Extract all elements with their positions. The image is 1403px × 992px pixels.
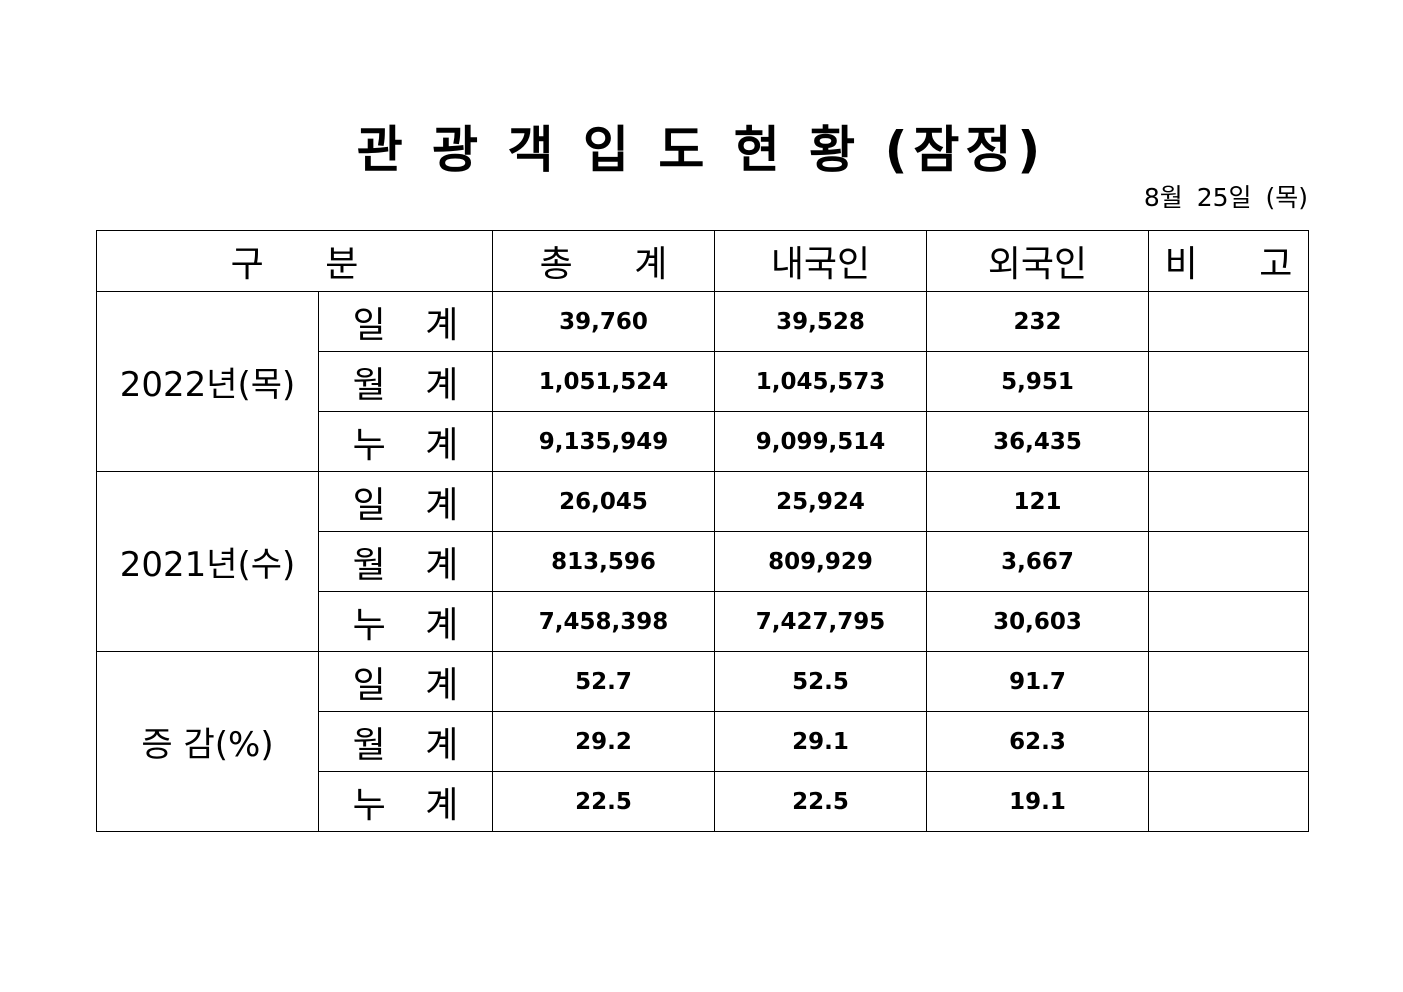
value-cell: 29.1 — [714, 711, 927, 772]
table-row: 누 계 7,458,398 7,427,795 30,603 — [97, 591, 1309, 652]
value-cell: 232 — [926, 291, 1149, 352]
value-cell: 25,924 — [714, 471, 927, 532]
note-cell — [1148, 531, 1309, 592]
note-cell — [1148, 351, 1309, 412]
table-row: 2021년(수) 일 계 26,045 25,924 121 — [96, 471, 1309, 652]
note-cell — [1148, 711, 1309, 772]
note-cell — [1148, 471, 1309, 532]
table-row: 누 계 22.5 22.5 19.1 — [97, 771, 1309, 832]
row-label: 일 계 — [318, 651, 493, 712]
column-header: 내국인 — [714, 230, 927, 292]
value-cell: 1,045,573 — [714, 351, 927, 412]
value-cell: 809,929 — [714, 531, 927, 592]
row-label: 월 계 — [318, 351, 493, 412]
note-cell — [1148, 411, 1309, 472]
value-cell: 813,596 — [492, 531, 715, 592]
note-cell — [1148, 771, 1309, 832]
value-cell: 62.3 — [926, 711, 1149, 772]
value-cell: 52.7 — [492, 651, 715, 712]
value-cell: 52.5 — [714, 651, 927, 712]
value-cell: 36,435 — [926, 411, 1149, 472]
row-label: 월 계 — [318, 711, 493, 772]
date: 8월 25일 (목) — [1143, 183, 1308, 212]
table-row: 누 계 9,135,949 9,099,514 36,435 — [97, 411, 1309, 472]
value-cell: 19.1 — [926, 771, 1149, 832]
value-cell: 26,045 — [492, 471, 715, 532]
value-cell: 9,135,949 — [492, 411, 715, 472]
row-label: 월 계 — [318, 531, 493, 592]
value-cell: 7,427,795 — [714, 591, 927, 652]
group-label: 증 감(%) — [96, 651, 319, 832]
table-row: 월 계 29.2 29.1 62.3 — [97, 711, 1309, 772]
value-cell: 7,458,398 — [492, 591, 715, 652]
row-label: 누 계 — [318, 411, 493, 472]
value-cell: 5,951 — [926, 351, 1149, 412]
title: 관 광 객 입 도 현 황 (잠정) — [356, 121, 1047, 179]
column-header: 비 고 — [1148, 230, 1309, 292]
value-cell: 39,760 — [492, 291, 715, 352]
note-cell — [1148, 591, 1309, 652]
value-cell: 29.2 — [492, 711, 715, 772]
row-label: 일 계 — [318, 471, 493, 532]
value-cell: 9,099,514 — [714, 411, 927, 472]
value-cell: 22.5 — [492, 771, 715, 832]
value-cell: 121 — [926, 471, 1149, 532]
group-label: 2021년(수) — [96, 471, 319, 652]
value-cell: 22.5 — [714, 771, 927, 832]
table-row: 증 감(%) 일 계 52.7 52.5 91.7 — [96, 651, 1309, 832]
table-row: 2022년(목) 일 계 39,760 39,528 232 — [96, 291, 1309, 472]
table-row: 월 계 813,596 809,929 3,667 — [97, 531, 1309, 592]
row-label: 누 계 — [318, 771, 493, 832]
value-cell: 30,603 — [926, 591, 1149, 652]
row-label: 일 계 — [318, 291, 493, 352]
row-label: 누 계 — [318, 591, 493, 652]
value-cell: 1,051,524 — [492, 351, 715, 412]
value-cell: 91.7 — [926, 651, 1149, 712]
note-cell — [1148, 651, 1309, 712]
column-header: 구 분 — [96, 230, 493, 292]
value-cell: 3,667 — [926, 531, 1149, 592]
column-header: 총 계 — [492, 230, 715, 292]
note-cell — [1148, 291, 1309, 352]
value-cell: 39,528 — [714, 291, 927, 352]
column-header: 외국인 — [926, 230, 1149, 292]
group-label: 2022년(목) — [96, 291, 319, 472]
